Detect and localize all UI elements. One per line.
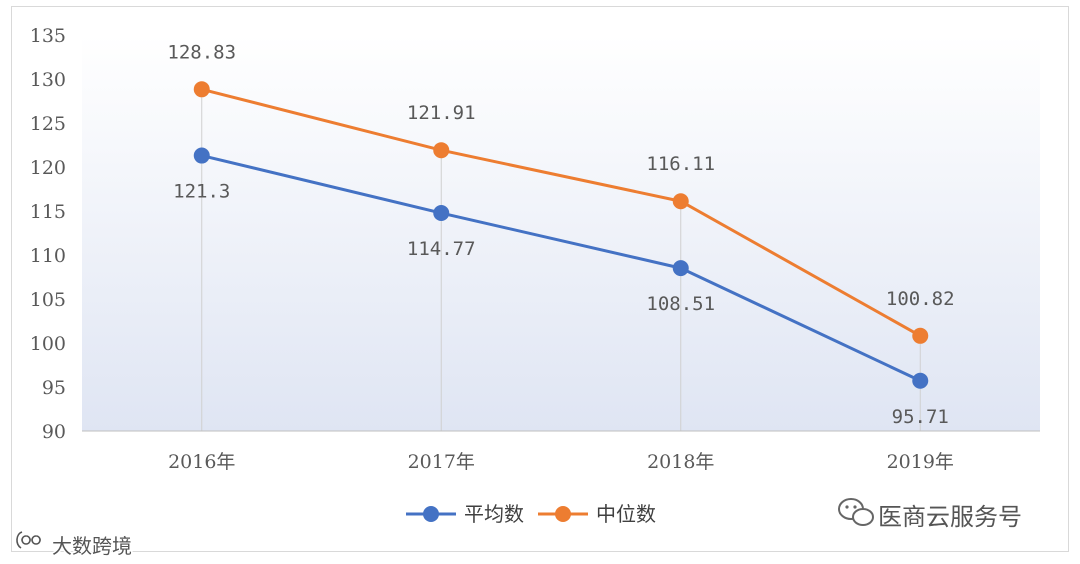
data-point	[433, 142, 450, 159]
data-point	[433, 205, 450, 222]
series-mean: 121.3 114.77 108.51 95.71	[173, 147, 949, 428]
series-median: 128.83 121.91 116.11 100.82	[167, 41, 955, 344]
wechat-icon	[838, 498, 874, 526]
watermark-right-text: 医商云服务号	[878, 503, 1022, 531]
data-point	[193, 147, 210, 164]
y-tick-label: 110	[30, 245, 66, 267]
y-tick-label: 125	[30, 113, 66, 135]
plot-area	[82, 35, 1040, 431]
legend-label: 中位数	[596, 502, 656, 526]
drop-lines	[201, 89, 921, 431]
x-axis-ticks: 2016年 2017年 2018年 2019年	[168, 451, 954, 473]
data-label: 95.71	[892, 406, 949, 428]
data-point	[672, 260, 689, 277]
x-tick-label: 2018年	[647, 451, 714, 473]
series-layer: 121.3 114.77 108.51 95.71 128.83 121.91 116.11…	[167, 41, 954, 427]
x-tick-label: 2016年	[168, 451, 235, 473]
data-label: 100.82	[886, 288, 955, 310]
data-label: 121.91	[407, 102, 476, 124]
data-label: 121.3	[173, 181, 230, 203]
y-tick-label: 90	[42, 421, 66, 443]
x-tick-label: 2017年	[408, 451, 475, 473]
series-line	[201, 154, 921, 383]
watermark-logo-icon	[15, 530, 42, 550]
legend-marker	[555, 506, 571, 522]
y-tick-label: 115	[30, 201, 66, 223]
data-label: 108.51	[646, 293, 715, 315]
data-label: 114.77	[407, 238, 476, 260]
y-tick-label: 130	[30, 69, 66, 91]
watermark-left-text: 大数跨境	[52, 534, 132, 558]
data-point	[912, 327, 929, 344]
legend-item: 平均数	[406, 502, 524, 526]
series-line	[201, 87, 921, 338]
y-tick-label: 120	[30, 157, 66, 179]
y-tick-label: 105	[30, 289, 66, 311]
legend-label: 平均数	[464, 502, 524, 526]
y-axis-ticks: 90 95 100 105 110 115 120 125 130 135	[30, 25, 66, 443]
legend: 平均数 中位数	[406, 502, 656, 526]
data-point	[193, 81, 210, 98]
y-tick-label: 100	[30, 333, 66, 355]
x-tick-label: 2019年	[887, 451, 954, 473]
data-label: 128.83	[167, 41, 236, 63]
y-tick-label: 135	[30, 25, 66, 47]
watermark-left: 大数跨境	[15, 530, 134, 560]
data-point	[912, 372, 929, 389]
data-point	[672, 193, 689, 210]
watermark-right: 医商云服务号	[838, 498, 1022, 531]
y-tick-label: 95	[42, 377, 66, 399]
data-label: 116.11	[646, 153, 715, 175]
legend-item: 中位数	[538, 502, 656, 526]
legend-marker	[423, 506, 439, 522]
